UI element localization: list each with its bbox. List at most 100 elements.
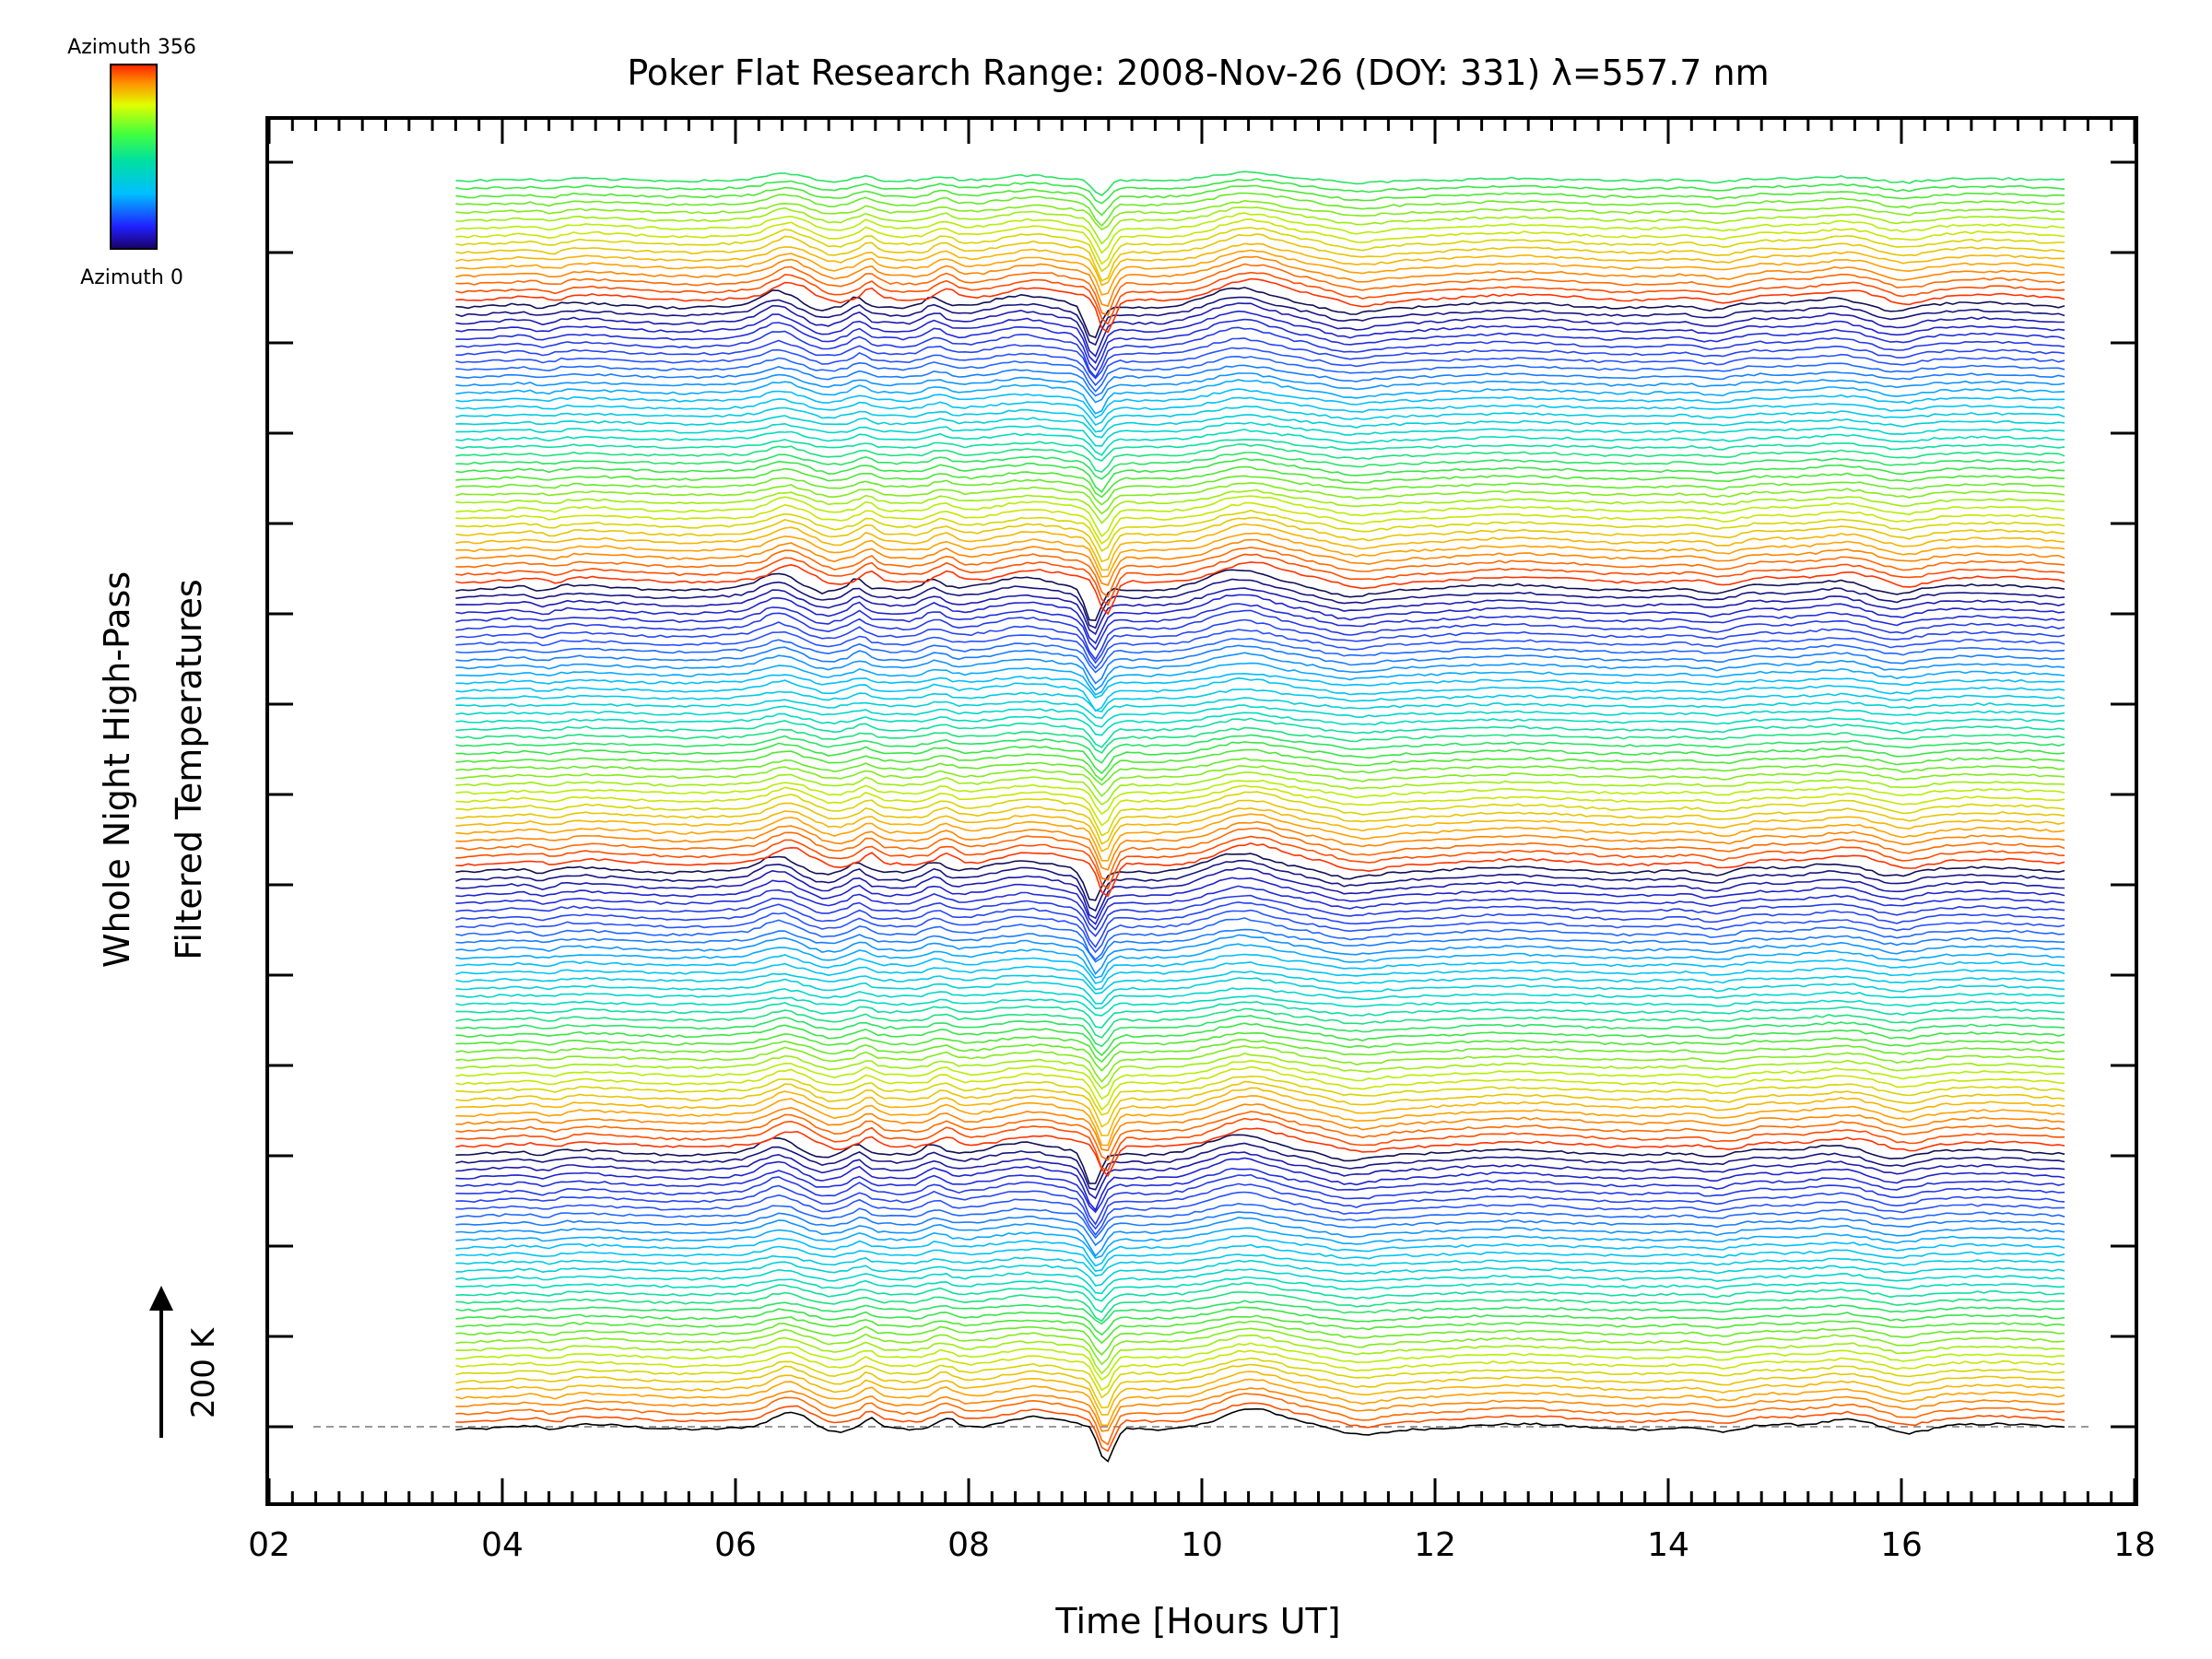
series-line <box>455 218 2065 265</box>
x-tick-label: 18 <box>2113 1526 2156 1564</box>
series-line <box>455 569 2065 622</box>
series-line <box>455 429 2065 456</box>
series-line <box>455 618 2065 665</box>
series-line <box>455 704 2065 728</box>
series-line <box>455 1001 2065 1029</box>
series-line <box>455 233 2065 282</box>
series-line <box>455 337 2065 380</box>
series-line <box>455 1387 2065 1432</box>
series-line <box>455 1291 2065 1323</box>
x-tick-label: 16 <box>1880 1526 1923 1564</box>
series-line <box>455 677 2065 712</box>
series-line <box>455 396 2065 426</box>
series-line <box>455 509 2065 552</box>
series-line <box>455 388 2065 419</box>
series-line <box>455 372 2065 404</box>
series-line <box>455 414 2065 439</box>
series-line <box>455 296 2065 347</box>
series-line <box>455 523 2065 571</box>
axis-ticks <box>267 118 2136 1504</box>
series-line <box>455 1095 2065 1147</box>
series-line <box>455 1282 2065 1313</box>
series-line <box>455 271 2065 325</box>
series-line <box>455 1234 2065 1267</box>
series-line <box>455 443 2065 473</box>
series-line <box>455 1039 2065 1072</box>
series-line <box>455 806 2065 853</box>
series-line <box>455 779 2065 816</box>
series-line <box>455 532 2065 578</box>
scale-bar: 200 K <box>149 1286 222 1438</box>
series-line <box>455 987 2065 1010</box>
series-line <box>455 1103 2065 1152</box>
series-line <box>455 302 2065 358</box>
series-line <box>455 726 2065 754</box>
series-line <box>455 1378 2065 1427</box>
series-line <box>455 227 2065 273</box>
y-axis-label-line2: Filtered Temperatures <box>169 579 209 959</box>
series-line <box>455 310 2065 364</box>
series-line <box>455 953 2065 984</box>
series-line <box>455 1117 2065 1172</box>
series-line <box>455 1349 2065 1392</box>
series-line <box>455 917 2065 961</box>
series-line <box>455 1022 2065 1057</box>
series-line <box>455 644 2065 685</box>
series-line <box>455 712 2065 736</box>
series-line <box>455 326 2065 379</box>
series-line <box>455 961 2065 991</box>
series-line <box>455 842 2065 898</box>
series-line <box>455 894 2065 937</box>
x-axis-label: Time [Hours UT] <box>1054 1601 1340 1641</box>
scale-bar-label: 200 K <box>185 1326 222 1418</box>
series-line <box>455 629 2065 670</box>
series-line <box>455 1357 2065 1399</box>
series-line <box>455 1134 2065 1184</box>
series-line <box>455 784 2065 827</box>
series-line <box>455 885 2065 931</box>
series-line <box>455 637 2065 674</box>
series-line <box>455 909 2065 954</box>
series-line <box>455 877 2065 925</box>
series-line <box>455 799 2065 845</box>
series-line <box>455 688 2065 712</box>
series-line <box>455 1342 2065 1382</box>
series-line <box>455 813 2065 862</box>
x-tick-label: 04 <box>481 1526 524 1564</box>
series-line <box>455 212 2065 254</box>
series-line <box>455 318 2065 371</box>
series-line <box>455 561 2065 616</box>
series-line <box>455 1227 2065 1259</box>
x-tick-label: 08 <box>947 1526 990 1564</box>
series-line <box>455 1268 2065 1295</box>
series-line <box>455 765 2065 797</box>
x-tick-labels: 02 04 06 08 10 12 14 16 18 <box>248 1526 2156 1564</box>
series-line <box>455 1371 2065 1416</box>
colorbar-bottom-label: Azimuth 0 <box>80 266 183 289</box>
series-line <box>455 255 2065 308</box>
series-line <box>455 1217 2065 1257</box>
series-line <box>455 287 2065 339</box>
series-line <box>455 1320 2065 1356</box>
series-line <box>455 827 2065 881</box>
series-lines <box>455 171 2065 1463</box>
series-line <box>455 757 2065 786</box>
scale-bar-arrowhead <box>149 1286 173 1311</box>
series-line <box>455 439 2065 462</box>
series-line <box>455 178 2065 205</box>
series-line <box>455 748 2065 782</box>
series-line <box>455 771 2065 806</box>
series-line <box>455 652 2065 691</box>
colorbar-gradient <box>110 64 158 250</box>
series-line <box>455 900 2065 948</box>
series-line <box>455 1044 2065 1083</box>
series-line <box>455 355 2065 393</box>
series-line <box>455 1407 2065 1463</box>
y-axis-label-line1: Whole Night High-Pass <box>97 571 137 968</box>
series-line <box>455 820 2065 871</box>
series-line <box>455 943 2065 979</box>
series-line <box>455 587 2065 636</box>
series-line <box>455 1127 2065 1178</box>
series-line <box>455 405 2065 433</box>
series-line <box>455 457 2065 493</box>
